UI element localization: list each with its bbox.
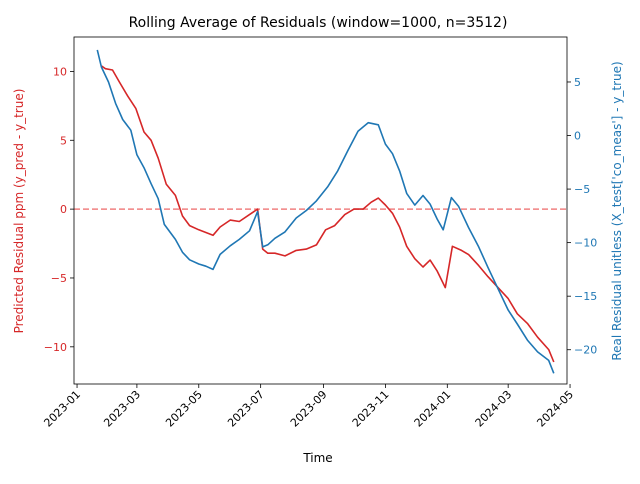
left-tick-label: 10 [53,65,67,78]
left-tick-label: 0 [60,203,67,216]
plot-area [73,36,568,385]
right-tick-label: 5 [574,76,581,89]
predicted-residual-line [100,65,555,363]
right-tick-label: −10 [574,237,597,250]
left-tick-label: −10 [44,341,67,354]
right-tick-label: −5 [574,183,590,196]
real-residual-line [96,49,555,374]
right-y-axis: −20 −15 −10 −5 0 5 [567,76,597,357]
left-tick-label: 5 [60,134,67,147]
left-tick-label: −5 [51,272,67,285]
right-tick-label: −15 [574,290,597,303]
plot-frame [73,36,568,385]
left-y-axis: −10 −5 0 5 10 [44,65,74,354]
left-y-axis-label: Predicted Residual ppm (y_pred - y_true) [12,89,26,334]
chart-title: Rolling Average of Residuals (window=100… [129,15,508,31]
right-y-axis-label: Real Residual unitless (X_test['co_meas'… [610,61,624,360]
x-axis-label: Time [302,451,332,465]
right-tick-label: −20 [574,344,597,357]
right-tick-label: 0 [574,130,581,143]
